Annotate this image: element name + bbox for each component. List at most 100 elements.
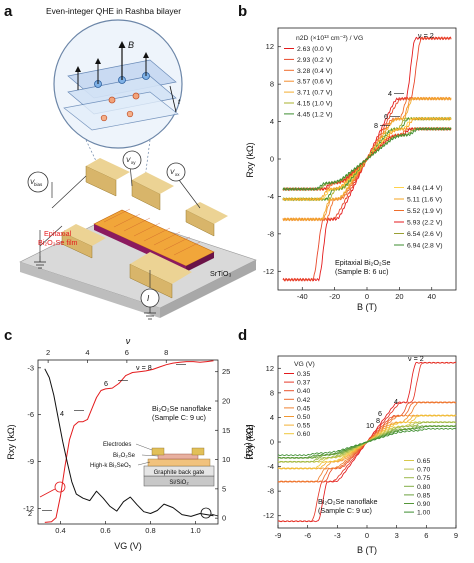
- vxy-label: V: [126, 157, 131, 164]
- inset-highk-label: High-k Bi₂SeO₅: [90, 463, 132, 469]
- inset-gate-label: Graphite back gate: [154, 470, 205, 476]
- panel-d-nu-label-0: ν = 2: [408, 354, 424, 363]
- panel-d-nu-label-3: 8: [376, 416, 380, 425]
- panel-c-ylabel-right: Rxx (kΩ): [244, 424, 254, 459]
- vxx-sub: xx: [175, 172, 180, 177]
- panel-b-legend-label-3: 3.57 (0.6 V): [297, 79, 333, 86]
- panel-d-ytick-label-6: 12: [266, 364, 274, 373]
- panel-d-nu-label-1: 4: [394, 397, 398, 406]
- panel-d-legend-label-11: 0.80: [417, 484, 430, 491]
- panel-c-toptick-label-0: 2: [46, 348, 50, 357]
- panel-b-ylabel: Rxy (kΩ): [245, 142, 255, 177]
- panel-c-ytick-label-2: -9: [27, 457, 34, 466]
- panel-b-legend-label-0: 2.63 (0.0 V): [297, 46, 333, 53]
- panel-b-legend-label-4: 3.71 (0.7 V): [297, 90, 333, 97]
- panel-c-rtick-label-4: 20: [222, 397, 230, 406]
- panel-b-legend-header: n2D (×10¹³ cm⁻²) / VG: [296, 35, 363, 42]
- device-stack-inset: Si/SiO₂ Graphite back gate Electrodes Bi…: [90, 442, 215, 487]
- panel-d-legend-label-13: 0.90: [417, 501, 430, 508]
- panel-c-rtick-label-1: 5: [222, 484, 226, 493]
- panel-c-ylabel: Rxy (kΩ): [6, 424, 16, 459]
- panel-b-series-12: [282, 126, 452, 192]
- panel-d-ytick-label-1: -8: [267, 487, 274, 496]
- panel-c-label: c: [4, 327, 12, 344]
- panel-d-legend-label-9: 0.70: [417, 467, 430, 474]
- panel-d-ylabel: Rxy (kΩ): [245, 424, 255, 459]
- panel-b-xtick-label-3: 20: [395, 292, 403, 301]
- panel-d-nu-label-2: 6: [378, 409, 382, 418]
- panel-b-legend-label-6: 4.45 (1.2 V): [297, 111, 333, 118]
- panel-b-xtick-label-0: -40: [297, 292, 308, 301]
- panel-b-label: b: [238, 3, 247, 20]
- panel-d-series-14: [277, 427, 457, 457]
- panel-d-xtick-label-1: -6: [304, 531, 311, 540]
- panel-d-legend-label-12: 0.85: [417, 492, 430, 499]
- vxy-sub: xy: [131, 160, 136, 165]
- panel-d-label: d: [238, 327, 247, 344]
- panel-d-legend-label-4: 0.45: [297, 405, 310, 412]
- panel-c-toptick-label-1: 4: [85, 348, 89, 357]
- thickness-label: t: [178, 97, 181, 106]
- current-meter-icon: [140, 288, 160, 308]
- panel-d-xtick-label-3: 0: [365, 531, 369, 540]
- panel-b-legend-label-12: 6.94 (2.8 V): [407, 243, 443, 250]
- panel-c-top-label: ν: [126, 336, 131, 346]
- current-label: I: [147, 294, 150, 303]
- panel-d-legend-header: VG (V): [294, 361, 315, 368]
- vbias-label: V: [30, 179, 35, 186]
- vbias-meter-icon: [27, 171, 49, 193]
- panel-b-xtick-label-1: -20: [329, 292, 340, 301]
- panel-d-xtick-label-6: 9: [454, 531, 458, 540]
- panel-b-annotation-2: (Sample B: 6 uc): [335, 267, 389, 276]
- panel-b-xtick-label-2: 0: [365, 292, 369, 301]
- panel-d-legend-label-8: 0.65: [417, 458, 430, 465]
- hall-bar-device: V bias V xy V xx I Epitaxial Bi₂O₂Se fil…: [19, 150, 257, 320]
- panel-b-legend-label-1: 2.93 (0.2 V): [297, 57, 333, 64]
- inset-electrodes-label: Electrodes: [103, 442, 131, 448]
- panel-b-ytick-label-5: 8: [270, 80, 274, 89]
- film-label-line2: Bi₂O₂Se film: [38, 238, 78, 247]
- panel-c-rtick-label-3: 15: [222, 426, 230, 435]
- panel-d-legend-label-6: 0.55: [297, 423, 310, 430]
- panel-a-label: a: [4, 3, 13, 20]
- panel-b-legend-label-5: 4.15 (1.0 V): [297, 101, 333, 108]
- panel-d-legend-label-5: 0.50: [297, 414, 310, 421]
- panel-c-xtick-label-3: 1.0: [190, 526, 200, 535]
- panel-d-legend-label-3: 0.42: [297, 397, 310, 404]
- panel-b-series-11: [282, 126, 452, 192]
- panel-b-legend-label-8: 5.11 (1.6 V): [407, 197, 442, 204]
- panel-c-xtick-label-0: 0.4: [55, 526, 65, 535]
- panel-c-annotation-2: (Sample C: 9 uc): [152, 413, 206, 422]
- panel-c-series-0: [44, 360, 214, 523]
- vxx-meter-icon: [166, 162, 186, 182]
- panel-d-xtick-label-0: -9: [275, 531, 282, 540]
- panel-c-ytick-label-1: -6: [27, 410, 34, 419]
- panel-b-ytick-label-0: -12: [263, 267, 274, 276]
- panel-c-toptick-label-2: 6: [125, 348, 129, 357]
- panel-a-title: Even-integer QHE in Rashba bilayer: [46, 6, 181, 16]
- panel-b-xtick-label-4: 40: [428, 292, 436, 301]
- panel-b-legend-label-10: 5.93 (2.2 V): [407, 220, 443, 227]
- panel-c-series-1: [44, 368, 214, 517]
- panel-c-nu-label-3: ν = 8: [136, 363, 152, 372]
- panel-d-nu-label-4: 10: [366, 421, 374, 430]
- inset-si-label: Si/SiO₂: [169, 480, 189, 486]
- panel-d-legend-label-0: 0.35: [297, 371, 310, 378]
- inset-bioset-label: Bi₂O₂Se: [113, 453, 136, 459]
- panel-b-xlabel: B (T): [357, 302, 377, 312]
- panel-c-nu-label-2: 6: [104, 379, 108, 388]
- panel-b-nu-label-1: 4: [388, 89, 392, 98]
- panel-d-xtick-label-4: 3: [395, 531, 399, 540]
- panel-d-legend-label-7: 0.60: [297, 431, 310, 438]
- panel-d-annotation-2: (Sample C: 9 uc): [318, 506, 372, 515]
- panel-d-xtick-label-5: 6: [424, 531, 428, 540]
- panel-d-legend-label-1: 0.37: [297, 380, 310, 387]
- panel-c-annotation: Bi₂O₂Se nanoflake: [152, 404, 212, 413]
- panel-b-nu-label-0: ν = 2: [418, 31, 434, 40]
- panel-c-nu-label-1: 4: [60, 409, 64, 418]
- panel-b-ytick-label-2: -4: [267, 192, 274, 201]
- panel-c-xlabel: VG (V): [114, 541, 142, 551]
- b-field-label: B: [128, 40, 134, 50]
